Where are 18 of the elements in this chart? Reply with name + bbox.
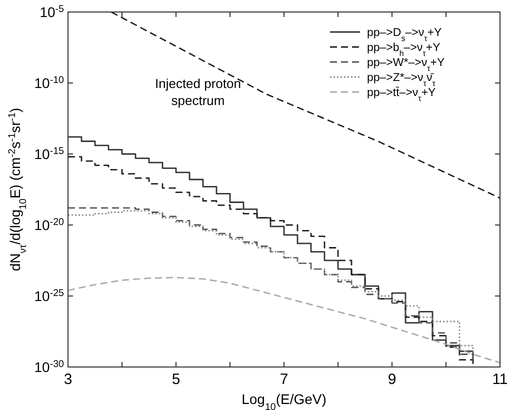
- annotation: Injected proton spectrum: [154, 76, 242, 108]
- legend-label: pp–>W*–>ν$_{τ}$+Y: [367, 57, 446, 72]
- legend-label: pp–>Z*–>ν$_{τ}$ν̄$_{τ}$: [367, 72, 436, 88]
- x-tick-label: 7: [280, 371, 288, 388]
- x-axis-title: Log$_{10}$(E/GeV): [242, 391, 326, 410]
- x-tick-label: 9: [388, 371, 396, 388]
- legend-label: pp–>tt̄–>ν$_{τ}$+Y: [367, 86, 436, 102]
- y-tick-label: 10$^{-15}$: [34, 146, 65, 162]
- y-tick-label: 10$^{-20}$: [34, 216, 65, 233]
- y-tick-label: 10$^{-5}$: [40, 4, 65, 20]
- y-tick-label: 10$^{-10}$: [34, 74, 65, 91]
- y-tick-label: 10$^{-30}$: [34, 358, 65, 375]
- legend-label: pp–>D$_{s}$–>ν$_{τ}$+Y: [367, 27, 442, 42]
- x-tick-label: 5: [172, 371, 180, 388]
- x-tick-label: 11: [492, 371, 507, 388]
- legend-label: pp–>b$_{h}$–>ν$_{τ}$+Y: [367, 42, 441, 58]
- x-tick-label: 3: [64, 371, 72, 388]
- y-tick-label: 10$^{-25}$: [34, 288, 65, 304]
